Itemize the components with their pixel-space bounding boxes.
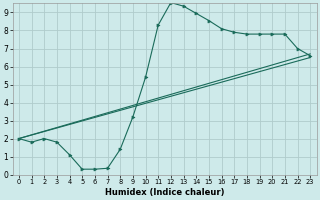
X-axis label: Humidex (Indice chaleur): Humidex (Indice chaleur) [105, 188, 224, 197]
